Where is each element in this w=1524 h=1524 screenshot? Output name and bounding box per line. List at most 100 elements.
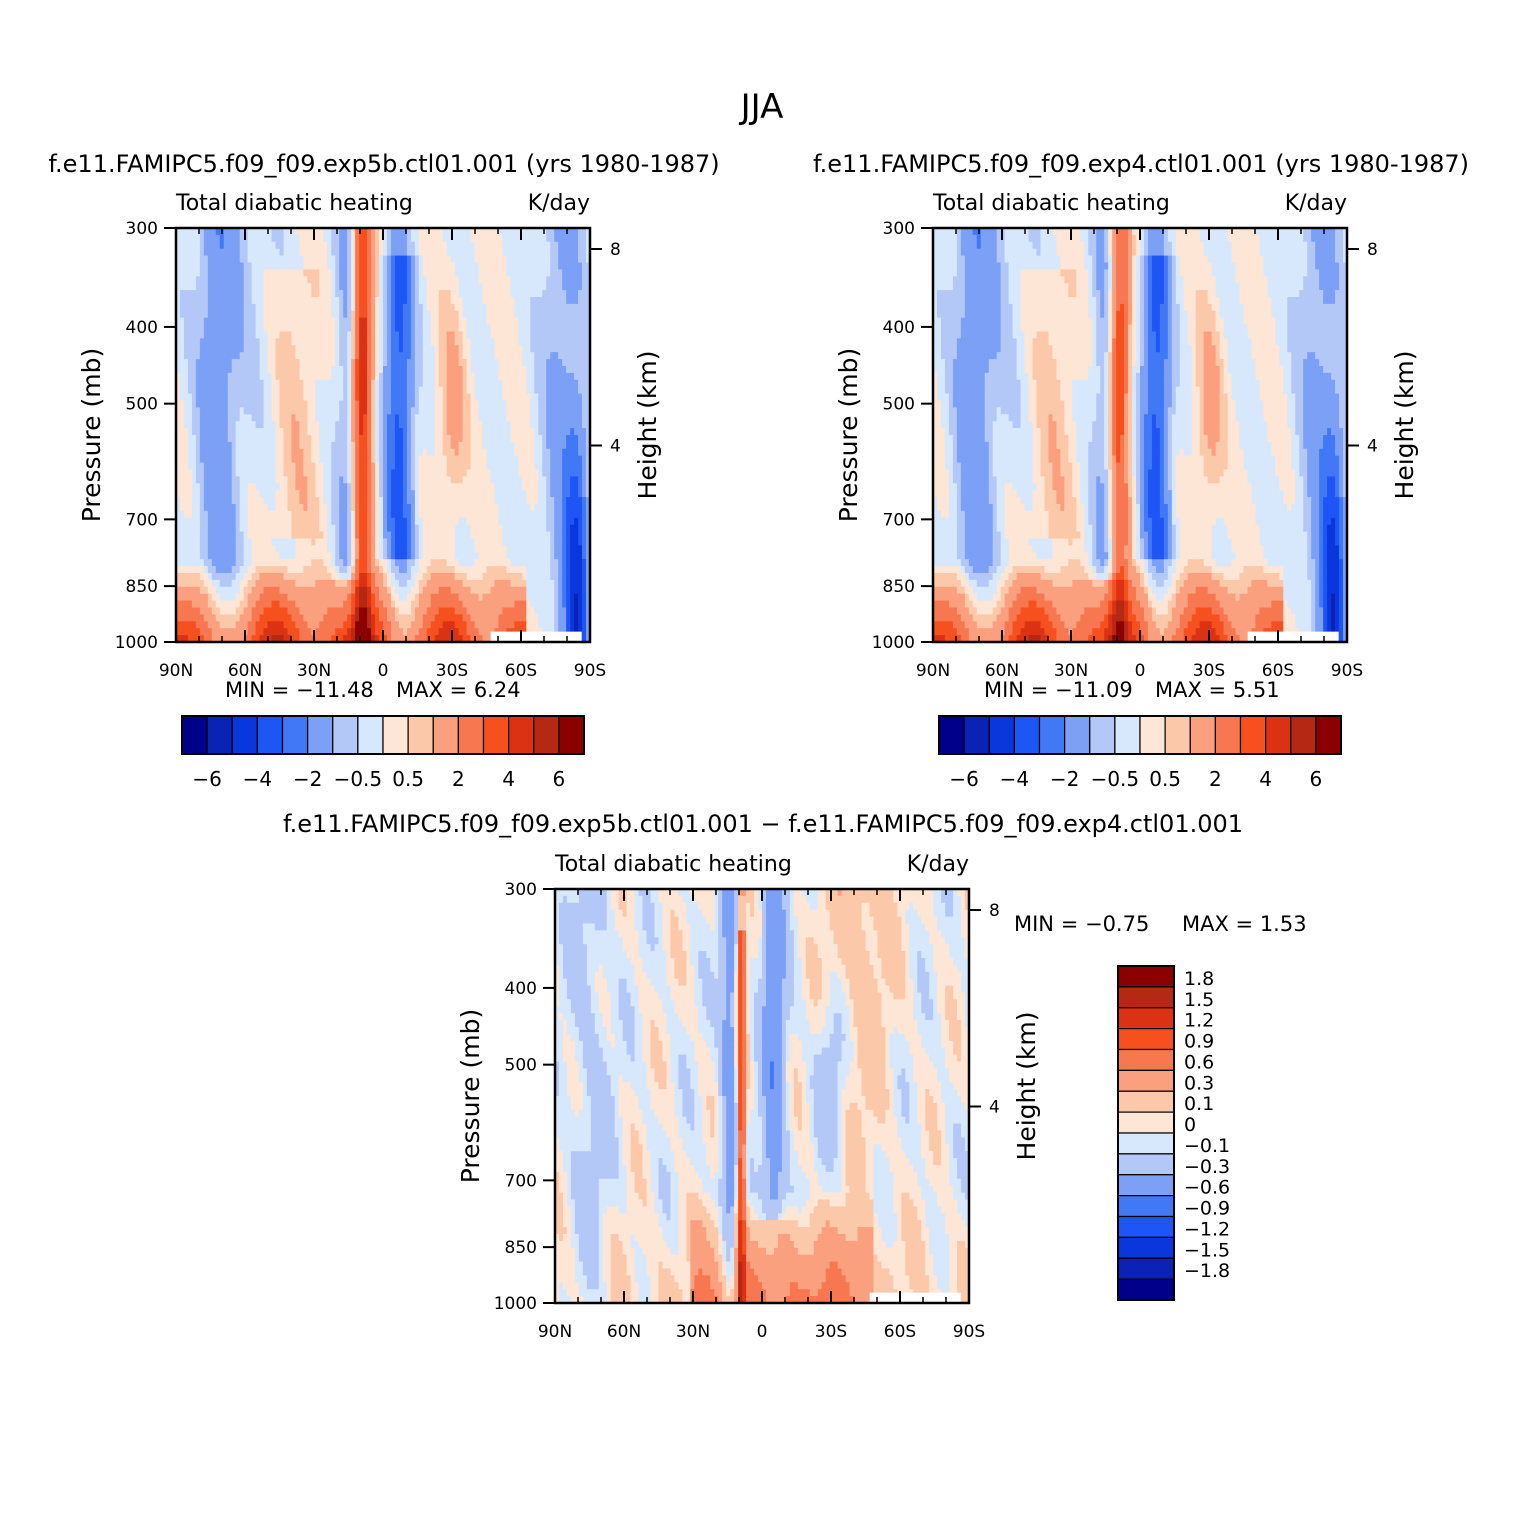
heatmap-cell [582,235,587,243]
heatmap-cell [204,325,209,333]
heatmap-cell [180,249,185,257]
heatmap-cell [272,304,277,312]
heatmap-cell [220,256,225,264]
heatmap-cell [192,242,197,250]
heatmap-cell [522,325,527,333]
heatmap-cell [212,345,217,353]
heatmap-cell [427,366,432,374]
heatmap-cell [367,366,372,374]
heatmap-cell [359,276,364,284]
heatmap-cell [419,311,424,319]
heatmap-cell [188,380,193,388]
heatmap-cell [240,332,245,340]
heatmap-cell [522,263,527,271]
heatmap-cell [363,276,368,284]
heatmap-cell [570,345,575,353]
heatmap-cell [483,332,488,340]
heatmap-cell [498,297,503,305]
heatmap-cell [451,359,456,367]
heatmap-cell [514,352,519,360]
heatmap-cell [276,311,281,319]
heatmap-cell [459,318,464,326]
heatmap-cell [319,311,324,319]
heatmap-cell [546,318,551,326]
heatmap-cell [220,359,225,367]
heatmap-cell [196,249,201,257]
heatmap-cell [578,325,583,333]
heatmap-cell [443,380,448,388]
heatmap-cell [204,263,209,271]
heatmap-cell [403,290,408,298]
heatmap-cell [498,276,503,284]
heatmap-cell [490,263,495,271]
heatmap-cell [506,380,511,388]
heatmap-cell [216,249,221,257]
heatmap-cell [303,345,308,353]
heatmap-cell [494,359,499,367]
heatmap-cell [236,311,241,319]
heatmap-cell [208,332,213,340]
heatmap-cell [447,359,452,367]
heatmap-cell [479,325,484,333]
heatmap-cell [399,366,404,374]
heatmap-cell [447,325,452,333]
heatmap-cell [447,283,452,291]
heatmap-cell [530,249,535,257]
heatmap-cell [487,283,492,291]
heatmap-cell [303,256,308,264]
heatmap-cell [319,249,324,257]
heatmap-cell [268,297,273,305]
heatmap-cell [479,269,484,277]
heatmap-cell [228,318,233,326]
heatmap-cell [534,242,539,250]
heatmap-cell [518,256,523,264]
heatmap-cell [431,290,436,298]
heatmap-cell [228,269,233,277]
heatmap-cell [315,380,320,388]
heatmap-cell [355,373,360,381]
heatmap-cell [200,242,205,250]
heatmap-cell [272,332,277,340]
heatmap-cell [188,311,193,319]
heatmap-cell [522,366,527,374]
heatmap-cell [574,290,579,298]
heatmap-cell [236,269,241,277]
heatmap-cell [315,297,320,305]
heatmap-cell [184,263,189,271]
heatmap-cell [514,276,519,284]
heatmap-cell [463,263,468,271]
heatmap-cell [554,332,559,340]
heatmap-cell [307,338,312,346]
heatmap-cell [506,263,511,271]
heatmap-cell [268,380,273,388]
heatmap-cell [538,325,543,333]
heatmap-cell [343,332,348,340]
heatmap-cell [268,359,273,367]
heatmap-cell [276,242,281,250]
heatmap-cell [383,249,388,257]
heatmap-cell [323,352,328,360]
heatmap-cell [264,242,269,250]
heatmap-cell [272,283,277,291]
heatmap-cell [371,325,376,333]
heatmap-cell [562,380,567,388]
heatmap-cell [471,311,476,319]
heatmap-cell [538,359,543,367]
heatmap-cell [260,297,265,305]
heatmap-cell [455,373,460,381]
heatmap-cell [283,338,288,346]
heatmap-cell [299,332,304,340]
heatmap-cell [311,242,316,250]
heatmap-cell [439,283,444,291]
heatmap-cell [403,297,408,305]
heatmap-cell [395,276,400,284]
heatmap-cell [483,311,488,319]
heatmap-cell [355,318,360,326]
heatmap-cell [323,263,328,271]
heatmap-cell [371,263,376,271]
heatmap-cell [459,256,464,264]
heatmap-cell [395,269,400,277]
figure-title: JJA [739,87,784,127]
heatmap-cell [264,290,269,298]
heatmap-cell [475,242,480,250]
